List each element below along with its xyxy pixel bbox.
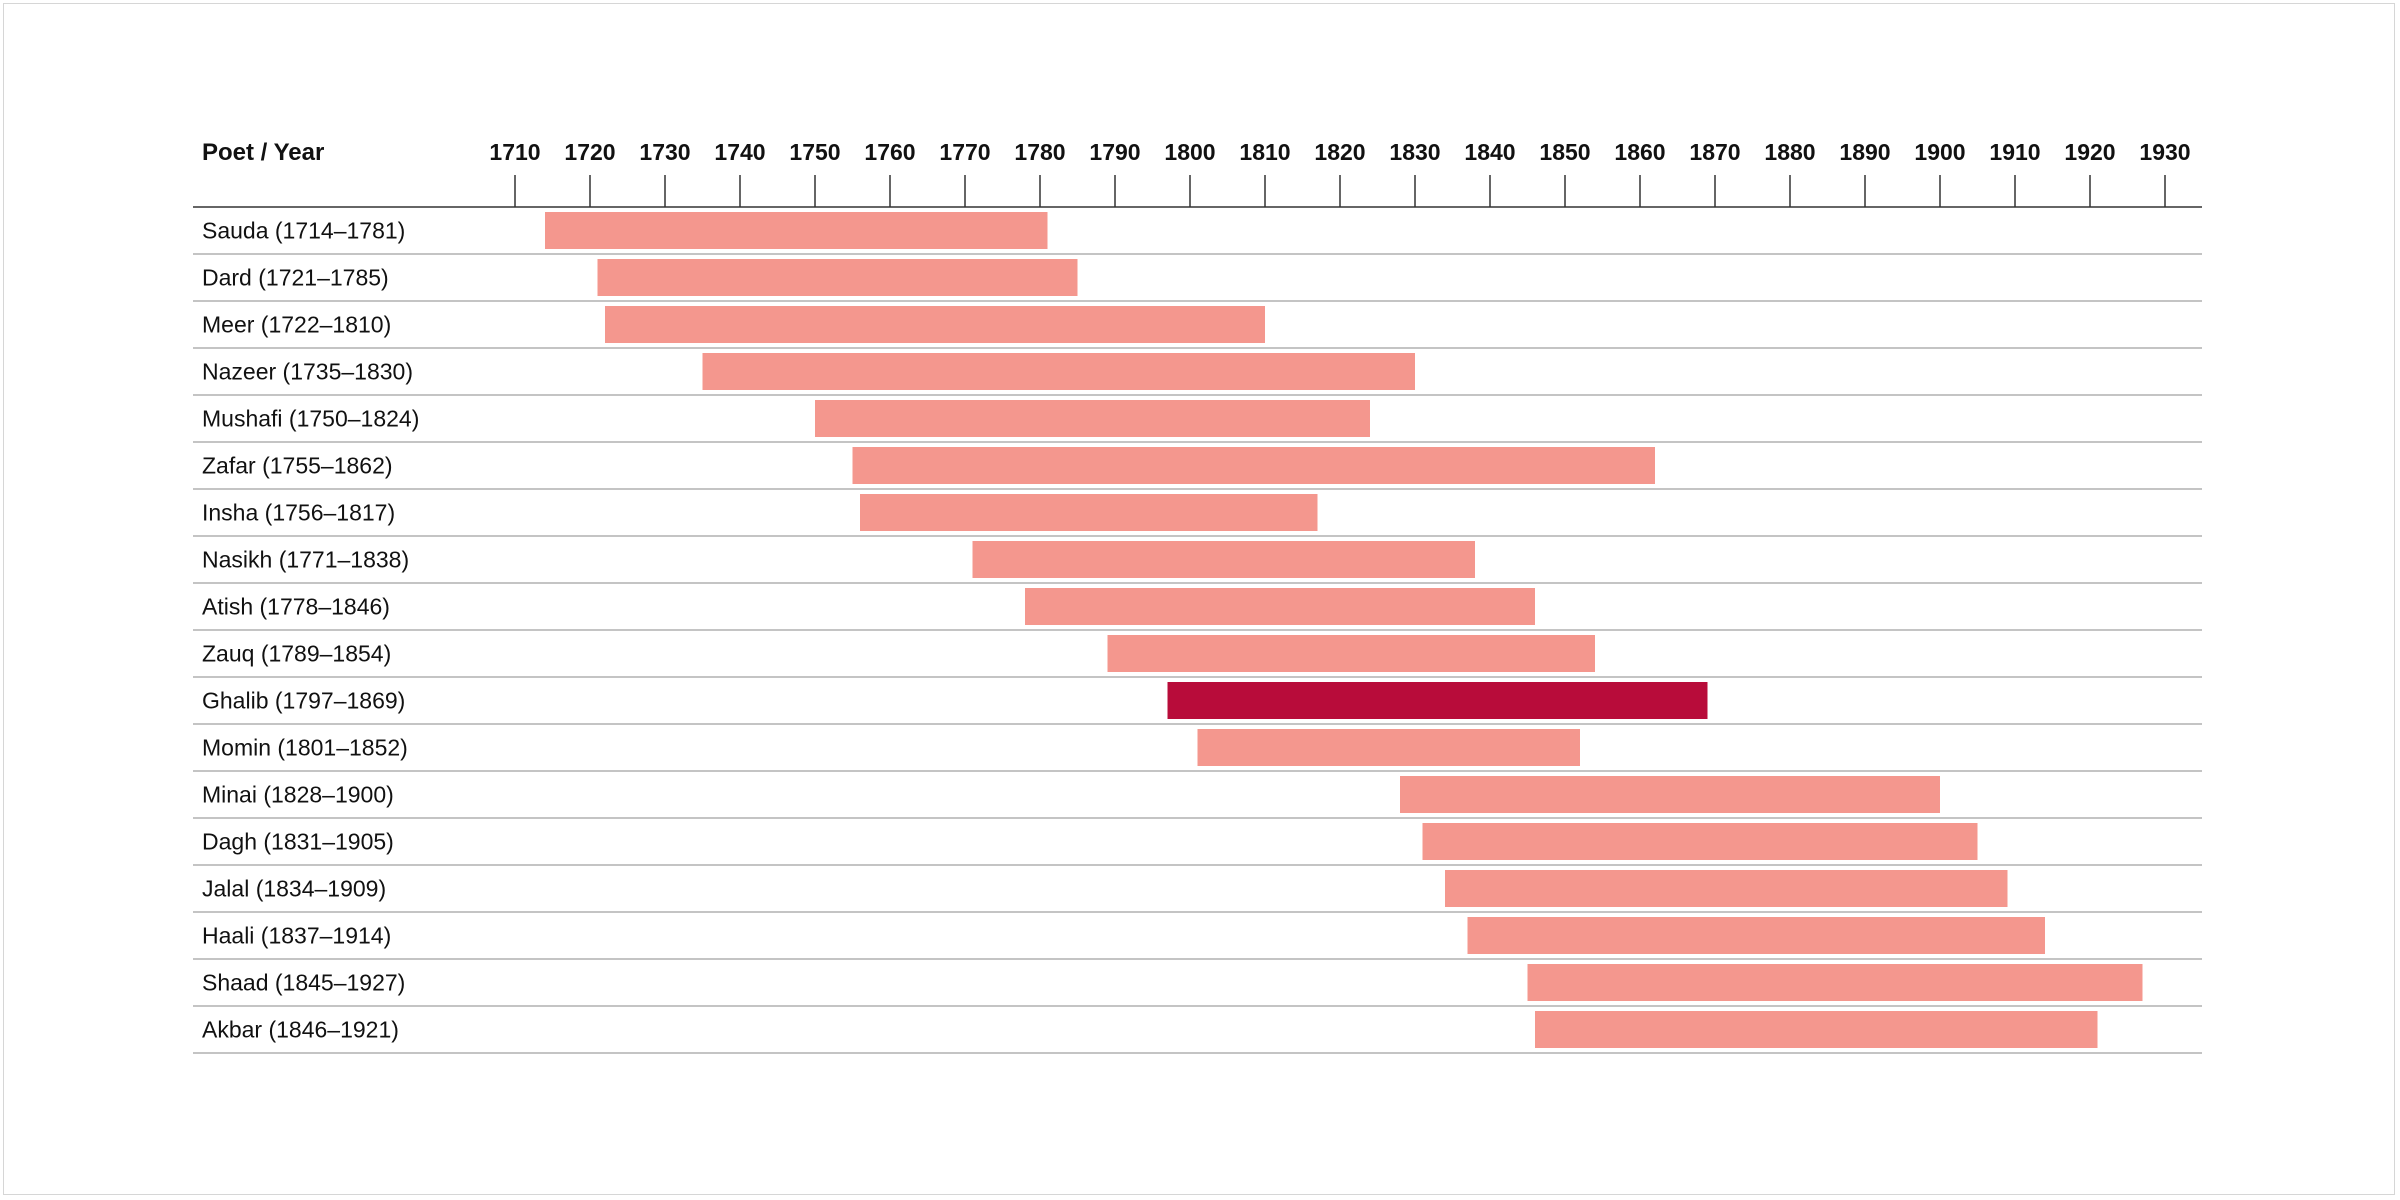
lifespan-bar (605, 306, 1265, 343)
row-label: Meer (1722–1810) (202, 312, 391, 338)
row-label: Jalal (1834–1909) (202, 876, 386, 902)
lifespan-bar (860, 494, 1318, 531)
table-row: Insha (1756–1817) (193, 494, 2202, 537)
x-tick-label: 1930 (2139, 139, 2190, 165)
lifespan-bar (972, 541, 1475, 578)
row-label: Dagh (1831–1905) (202, 829, 394, 855)
table-row: Nasikh (1771–1838) (193, 541, 2202, 584)
table-row: Zauq (1789–1854) (193, 635, 2202, 678)
axis-header-label: Poet / Year (202, 139, 324, 166)
x-tick-label: 1780 (1014, 139, 1065, 165)
table-row: Ghalib (1797–1869) (193, 682, 2202, 725)
lifespan-bar (1422, 823, 1978, 860)
row-label: Haali (1837–1914) (202, 923, 391, 949)
x-tick-label: 1770 (939, 139, 990, 165)
x-tick-label: 1740 (714, 139, 765, 165)
row-label: Dard (1721–1785) (202, 265, 389, 291)
lifespan-bar (1527, 964, 2143, 1001)
row-label: Mushafi (1750–1824) (202, 406, 419, 432)
x-tick-label: 1730 (639, 139, 690, 165)
row-label: Ghalib (1797–1869) (202, 688, 405, 714)
x-tick-label: 1820 (1314, 139, 1365, 165)
x-tick-label: 1870 (1689, 139, 1740, 165)
x-tick-label: 1890 (1839, 139, 1890, 165)
table-row: Atish (1778–1846) (193, 588, 2202, 631)
table-row: Momin (1801–1852) (193, 729, 2202, 772)
row-label: Sauda (1714–1781) (202, 218, 405, 244)
lifespan-bar (1107, 635, 1595, 672)
table-row: Nazeer (1735–1830) (193, 353, 2202, 396)
table-row: Akbar (1846–1921) (193, 1011, 2202, 1054)
lifespan-bar (1400, 776, 1940, 813)
table-row: Dard (1721–1785) (193, 259, 2202, 302)
table-row: Minai (1828–1900) (193, 776, 2202, 819)
row-label: Zauq (1789–1854) (202, 641, 391, 667)
x-tick-label: 1840 (1464, 139, 1515, 165)
row-label: Zafar (1755–1862) (202, 453, 393, 479)
lifespan-bar (815, 400, 1370, 437)
lifespan-bar-highlighted (1167, 682, 1708, 719)
x-tick-label: 1790 (1089, 139, 1140, 165)
table-row: Jalal (1834–1909) (193, 870, 2202, 913)
table-row: Dagh (1831–1905) (193, 823, 2202, 866)
row-label: Akbar (1846–1921) (202, 1017, 399, 1043)
x-tick-label: 1830 (1389, 139, 1440, 165)
lifespan-bar (545, 212, 1048, 249)
x-tick-label: 1900 (1914, 139, 1965, 165)
lifespan-bar (1445, 870, 2008, 907)
row-label: Momin (1801–1852) (202, 735, 408, 761)
lifespan-bar (1025, 588, 1535, 625)
row-label: Shaad (1845–1927) (202, 970, 405, 996)
row-label: Nazeer (1735–1830) (202, 359, 413, 385)
table-row: Sauda (1714–1781) (193, 212, 2202, 255)
table-row: Meer (1722–1810) (193, 306, 2202, 349)
table-row: Shaad (1845–1927) (193, 964, 2202, 1007)
x-tick-label: 1760 (864, 139, 915, 165)
x-tick-label: 1810 (1239, 139, 1290, 165)
table-row: Mushafi (1750–1824) (193, 400, 2202, 443)
x-tick-label: 1860 (1614, 139, 1665, 165)
row-label: Atish (1778–1846) (202, 594, 390, 620)
x-tick-label: 1800 (1164, 139, 1215, 165)
x-tick-label: 1850 (1539, 139, 1590, 165)
chart-rows: Sauda (1714–1781) Dard (1721–1785) Meer (1… (193, 212, 2202, 1054)
lifespan-bar (852, 447, 1655, 484)
row-label: Minai (1828–1900) (202, 782, 394, 808)
lifespan-bar (597, 259, 1078, 296)
x-tick-label: 1750 (789, 139, 840, 165)
lifespan-bar (1467, 917, 2045, 954)
table-row: Zafar (1755–1862) (193, 447, 2202, 490)
x-tick-label: 1910 (1989, 139, 2040, 165)
x-tick-label: 1920 (2064, 139, 2115, 165)
row-label: Nasikh (1771–1838) (202, 547, 409, 573)
row-label: Insha (1756–1817) (202, 500, 395, 526)
x-tick-label: 1710 (489, 139, 540, 165)
lifespan-bar (1197, 729, 1580, 766)
x-tick-label: 1720 (564, 139, 615, 165)
lifespan-bar (702, 353, 1415, 390)
table-row: Haali (1837–1914) (193, 917, 2202, 960)
lifespan-bar (1535, 1011, 2098, 1048)
x-tick-label: 1880 (1764, 139, 1815, 165)
x-axis-ticks: 1710 1720 1730 1740 1750 1760 1770 1780 1790 1800… (193, 139, 2202, 208)
